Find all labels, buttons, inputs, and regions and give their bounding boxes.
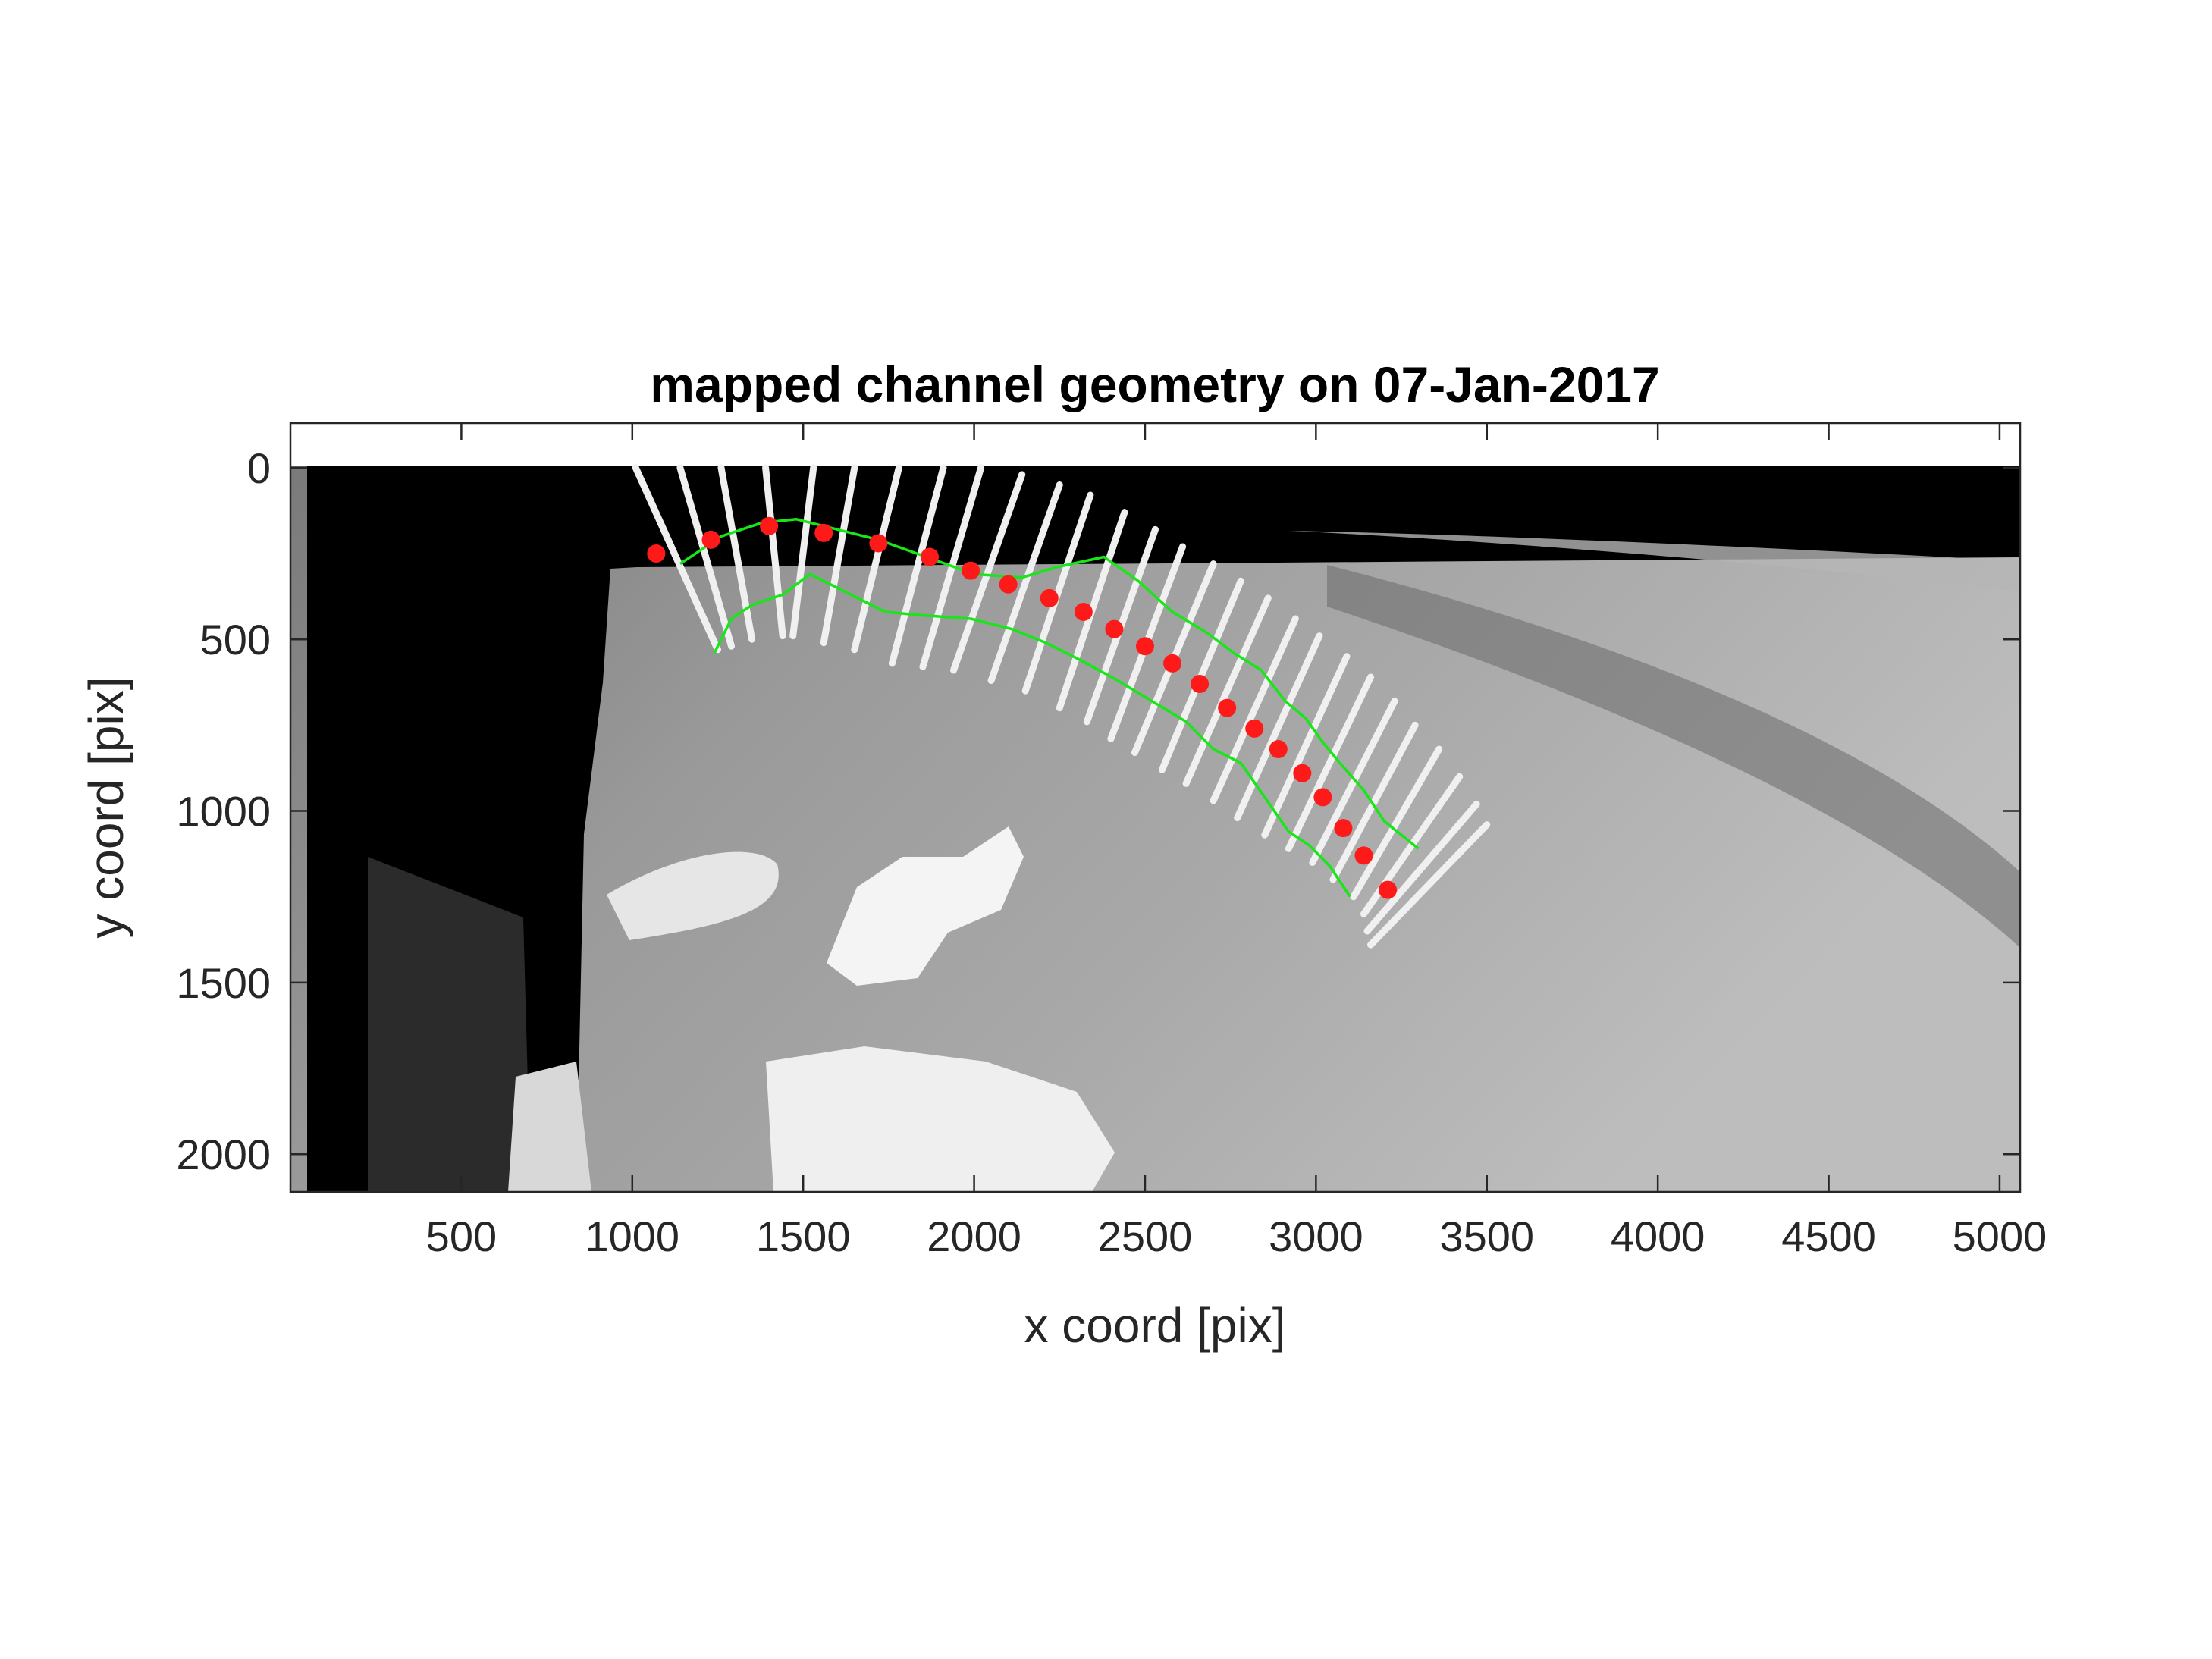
- centerline-point-9: [1040, 588, 1059, 607]
- centerline-point-1: [647, 544, 666, 563]
- x-axis-ticks: 500 1000 1500 2000 2500 3000 3500 4000 4500 5000: [426, 423, 2047, 1260]
- transect-line-5: [789, 464, 817, 640]
- transect-line-11: [987, 481, 1063, 685]
- plot-content: [632, 464, 1491, 949]
- y-tick-label-500: 500: [200, 616, 271, 663]
- centerline-point-22: [1379, 880, 1398, 899]
- centerline-point-8: [999, 575, 1018, 594]
- transect-line-25: [1350, 745, 1443, 901]
- x-tick-label-4500: 4500: [1781, 1212, 1876, 1260]
- x-tick-label-2000: 2000: [927, 1212, 1021, 1260]
- centerline-point-7: [962, 561, 980, 580]
- centerline-points: [647, 516, 1398, 899]
- transect-line-8: [888, 464, 947, 667]
- bright-lobe-left: [607, 851, 779, 940]
- x-tick-label-1000: 1000: [585, 1212, 680, 1260]
- x-tick-label-2500: 2500: [1098, 1212, 1193, 1260]
- background-image: [290, 423, 2020, 1192]
- transect-line-27: [1363, 800, 1480, 935]
- centerline-point-15: [1218, 698, 1237, 717]
- centerline-point-18: [1293, 764, 1312, 782]
- chart-title: mapped channel geometry on 07-Jan-2017: [650, 356, 1659, 412]
- centerline-point-4: [814, 523, 833, 542]
- transect-line-1: [632, 464, 721, 654]
- centerline-point-6: [920, 547, 939, 566]
- white-patch-bottom: [766, 1046, 1115, 1192]
- transect-line-24: [1329, 721, 1419, 883]
- y-tick-label-1000: 1000: [176, 788, 271, 836]
- transect-lines: [632, 464, 1491, 949]
- top-bright-streak: [1289, 531, 2020, 591]
- x-tick-label-500: 500: [426, 1212, 497, 1260]
- centerline-point-13: [1163, 654, 1182, 673]
- centerline-point-17: [1269, 740, 1288, 759]
- axes-frame: [289, 422, 2022, 1193]
- transect-line-7: [851, 464, 902, 654]
- centerline-point-12: [1135, 637, 1154, 656]
- transect-line-22: [1285, 673, 1374, 852]
- x-tick-label-5000: 5000: [1953, 1212, 2047, 1260]
- y-axis-ticks: 0 500 1000 1500 2000: [176, 444, 2020, 1178]
- centerline-point-3: [760, 516, 779, 535]
- transect-line-20: [1234, 632, 1323, 822]
- top-mask-band: [290, 423, 2020, 466]
- left-speckle-region: [368, 857, 531, 1192]
- transect-line-28: [1366, 821, 1491, 949]
- x-tick-label-3000: 3000: [1269, 1212, 1363, 1260]
- centerline-point-11: [1105, 619, 1124, 638]
- transect-line-23: [1309, 698, 1398, 866]
- centerline-point-20: [1334, 819, 1353, 838]
- centerline-point-10: [1074, 602, 1093, 621]
- centerline-point-14: [1191, 675, 1210, 694]
- transect-line-4: [762, 464, 786, 640]
- centerline-point-21: [1354, 846, 1373, 865]
- transect-line-2: [676, 464, 736, 650]
- centerline-point-2: [701, 530, 720, 549]
- y-tick-label-1500: 1500: [176, 959, 271, 1007]
- transect-line-3: [717, 464, 756, 643]
- x-axis-label: x coord [pix]: [1024, 1298, 1285, 1353]
- y-tick-label-0: 0: [247, 444, 271, 492]
- y-axis-label: y coord [pix]: [79, 676, 133, 938]
- centerline-point-5: [869, 534, 888, 553]
- centerline-point-16: [1245, 719, 1264, 738]
- y-tick-label-2000: 2000: [176, 1131, 271, 1178]
- white-patch-center: [827, 826, 1024, 986]
- transect-line-6: [820, 464, 858, 647]
- transect-line-12: [1021, 491, 1094, 695]
- transect-line-18: [1182, 594, 1272, 787]
- transect-line-19: [1210, 615, 1299, 804]
- dark-diagonal-band: [1327, 565, 2020, 948]
- centerline-point-19: [1313, 788, 1332, 807]
- transect-line-10: [950, 471, 1026, 674]
- bright-strip-bottom-left: [508, 1062, 591, 1192]
- x-tick-label-3500: 3500: [1439, 1212, 1534, 1260]
- transect-line-21: [1261, 653, 1351, 839]
- right-bank-line: [713, 572, 1351, 898]
- x-tick-label-1500: 1500: [756, 1212, 851, 1260]
- x-tick-label-4000: 4000: [1611, 1212, 1705, 1260]
